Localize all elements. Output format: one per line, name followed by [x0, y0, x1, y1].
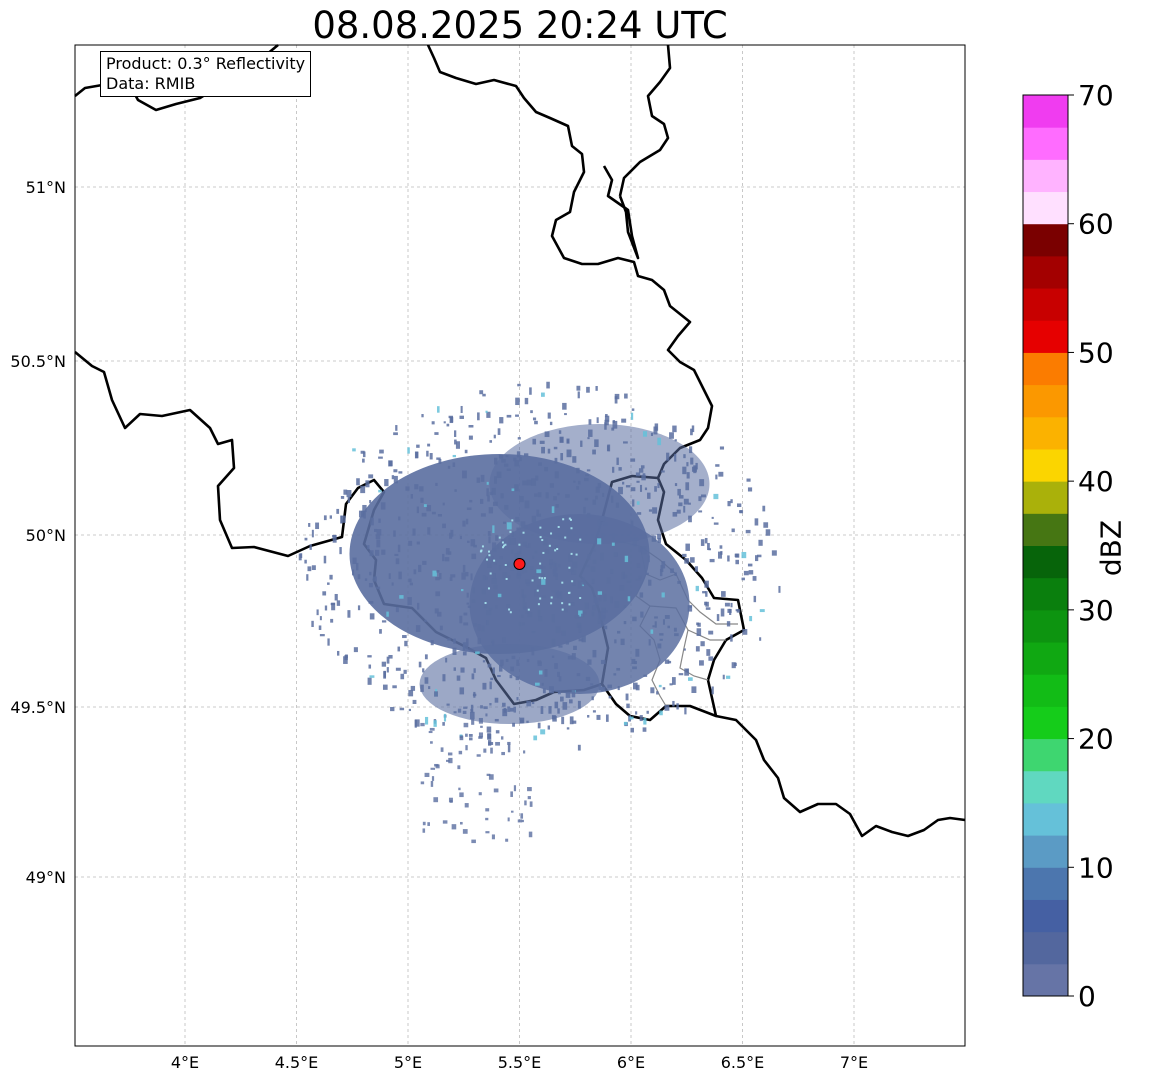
colorbar-swatch — [1023, 899, 1068, 933]
data-source-line: Data: RMIB — [106, 74, 196, 93]
lon-tick-label: 5°E — [394, 1053, 422, 1072]
lat-tick-label: 51°N — [26, 178, 66, 197]
colorbar-swatch — [1023, 448, 1068, 482]
colorbar-tick-label: 40 — [1078, 465, 1114, 498]
colorbar-swatch — [1023, 835, 1068, 868]
border-be-de — [426, 44, 714, 479]
colorbar-swatches — [1023, 95, 1068, 997]
map-frame — [74, 44, 966, 1047]
colorbar-swatch — [1023, 255, 1068, 289]
colorbar-swatch — [1023, 931, 1068, 965]
colorbar-swatch — [1023, 738, 1068, 772]
product-line: Product: 0.3° Reflectivity — [106, 54, 306, 73]
product-info-box: Product: 0.3° Reflectivity Data: RMIB — [100, 51, 312, 97]
map-title: 08.08.2025 20:24 UTC — [312, 4, 728, 47]
colorbar-swatch — [1023, 609, 1068, 643]
colorbar-tick-label: 50 — [1078, 336, 1114, 369]
lat-tick-label: 49°N — [26, 868, 66, 887]
colorbar-swatch — [1023, 706, 1068, 740]
colorbar-swatch — [1023, 513, 1068, 546]
colorbar-tick-label: 20 — [1078, 723, 1114, 756]
colorbar-swatch — [1023, 223, 1068, 257]
colorbar-swatch — [1023, 352, 1068, 386]
colorbar-tick-label: 70 — [1078, 79, 1114, 112]
colorbar-swatch — [1023, 545, 1068, 579]
colorbar-swatch — [1023, 384, 1068, 418]
colorbar-tick-label: 0 — [1078, 980, 1096, 1013]
colorbar-swatch — [1023, 159, 1068, 193]
colorbar-swatch — [1023, 191, 1068, 225]
colorbar-tick-label: 30 — [1078, 594, 1114, 627]
lon-tick-label: 4.5°E — [275, 1053, 319, 1072]
colorbar-ticks: 0 10 20 30 40 50 60 70 — [1068, 79, 1114, 1013]
colorbar-swatch — [1023, 95, 1068, 128]
lon-tick-label: 4°E — [171, 1053, 199, 1072]
lon-tick-label: 5.5°E — [498, 1053, 542, 1072]
border-fr-de — [715, 714, 966, 838]
colorbar-tick-label: 60 — [1078, 208, 1114, 241]
lon-tick-label: 6°E — [617, 1053, 645, 1072]
lat-tick-label: 50.5°N — [10, 352, 66, 371]
colorbar-swatch — [1023, 288, 1068, 321]
colorbar-tick-label: 10 — [1078, 851, 1114, 884]
border-nl-loop — [602, 165, 640, 260]
colorbar-swatch — [1023, 802, 1068, 836]
border-de-north — [618, 44, 672, 197]
lon-tick-label: 6.5°E — [721, 1053, 765, 1072]
lat-tick-label: 50°N — [26, 526, 66, 545]
colorbar-frame — [1022, 94, 1069, 997]
colorbar-swatch — [1023, 963, 1068, 997]
colorbar-swatch — [1023, 577, 1068, 611]
colorbar-swatch — [1023, 481, 1068, 514]
colorbar-swatch — [1023, 416, 1068, 450]
colorbar-swatch — [1023, 867, 1068, 900]
colorbar-swatch — [1023, 127, 1068, 160]
axis-tick-labels: 4°E 4.5°E 5°E 5.5°E 6°E 6.5°E 7°E 51°N 50.5°N 50°… — [10, 178, 868, 1072]
colorbar-swatch — [1023, 770, 1068, 804]
lat-tick-label: 49.5°N — [10, 698, 66, 717]
colorbar-label: dBZ — [1094, 519, 1128, 577]
colorbar-swatch — [1023, 642, 1068, 675]
colorbar-swatch — [1023, 320, 1068, 353]
radar-echoes — [298, 381, 781, 844]
lon-tick-label: 7°E — [840, 1053, 868, 1072]
colorbar-swatch — [1023, 674, 1068, 707]
radar-site-marker — [513, 558, 526, 570]
